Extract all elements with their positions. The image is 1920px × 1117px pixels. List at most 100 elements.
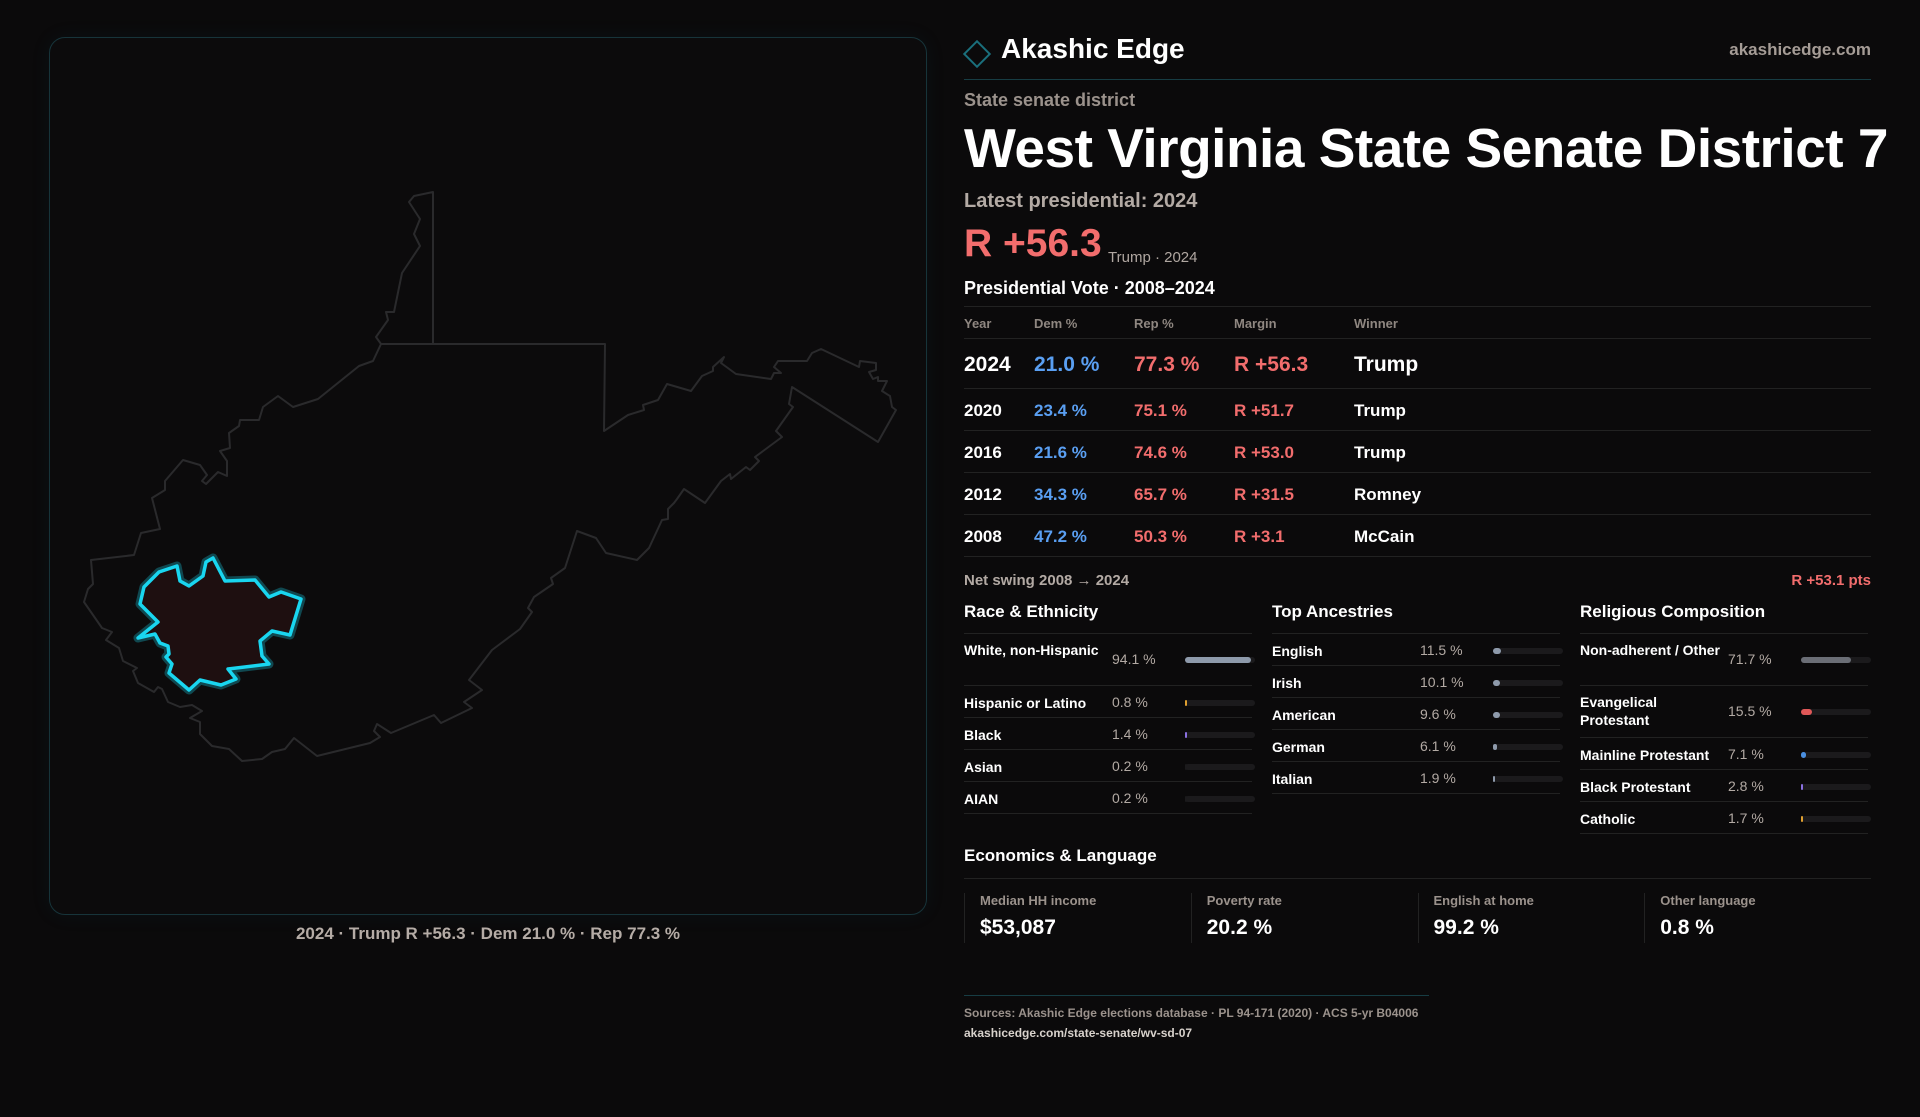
share-bar (1801, 784, 1871, 790)
stat-row: Mainline Protestant 7.1 % (1580, 738, 1871, 770)
share-bar (1493, 744, 1563, 750)
col-margin: Margin (1234, 316, 1277, 331)
stat-label: English at home (1433, 893, 1534, 908)
row-label: Black Protestant (1580, 779, 1691, 795)
row-label: Black (964, 727, 1002, 743)
district-7-shape[interactable] (136, 556, 303, 692)
stat-row: Black 1.4 % (964, 718, 1255, 750)
row-label: Hispanic or Latino (964, 695, 1087, 711)
row-value: 1.7 % (1728, 810, 1764, 826)
share-bar-fill (1493, 680, 1501, 686)
col-dem: Dem % (1034, 316, 1078, 331)
table-row: 2020 23.4 % 75.1 % R +51.7 Trump (964, 389, 1871, 431)
header: Akashic Edge akashicedge.com (962, 30, 1871, 80)
economics-stats: Median HH income $53,087 Poverty rate 20.2… (964, 893, 1871, 943)
stat-poverty: Poverty rate 20.2 % (1190, 893, 1418, 943)
row-value: 9.6 % (1420, 706, 1456, 722)
page-url[interactable]: akashicedge.com/state-senate/wv-sd-07 (964, 1026, 1193, 1040)
row-value: 0.8 % (1112, 694, 1148, 710)
stat-row: Asian 0.2 % (964, 750, 1255, 782)
share-bar (1493, 648, 1563, 654)
year-cell: 2020 (964, 401, 1002, 420)
share-bar-fill (1493, 712, 1500, 718)
stat-value: $53,087 (980, 916, 1056, 939)
share-bar-fill (1801, 709, 1812, 715)
stat-english: English at home 99.2 % (1417, 893, 1645, 943)
stat-row: Non-adherent / Other 71.7 % (1580, 634, 1871, 686)
row-label: White, non-Hispanic (964, 642, 1099, 658)
latest-margin: R +56.3 (964, 222, 1102, 265)
dem-cell: 21.0 % (1034, 353, 1100, 376)
share-bar (1493, 712, 1563, 718)
margin-cell: R +51.7 (1234, 401, 1295, 420)
row-label: German (1272, 739, 1325, 755)
share-bar-fill (1801, 784, 1803, 790)
dem-cell: 47.2 % (1034, 527, 1087, 546)
share-bar-fill (1493, 776, 1495, 782)
winner-cell: Trump (1354, 443, 1406, 462)
net-swing: Net swing 2008 → 2024 R +53.1 pts (964, 572, 1871, 589)
table-row: 2024 21.0 % 77.3 % R +56.3 Trump (964, 339, 1871, 389)
district-type: State senate district (964, 90, 1136, 110)
stat-label: Other language (1660, 893, 1756, 908)
share-bar (1493, 680, 1563, 686)
stat-value: 20.2 % (1206, 916, 1273, 939)
row-label: Mainline Protestant (1580, 747, 1710, 763)
section-top-ancestries: Top Ancestries English 11.5 % Irish 10.1 % Am… (1272, 602, 1563, 794)
map-caption: 2024 · Trump R +56.3 · Dem 21.0 % · Rep … (295, 924, 681, 943)
row-value: 10.1 % (1420, 674, 1464, 690)
year-cell: 2024 (964, 353, 1011, 376)
state-outline (83, 191, 897, 762)
margin-cell: R +3.1 (1234, 527, 1285, 546)
row-value: 1.9 % (1420, 770, 1456, 786)
section-race-ethnicity: Race & Ethnicity White, non-Hispanic 94.1 … (964, 602, 1255, 814)
share-bar (1185, 700, 1255, 706)
stat-row: English 11.5 % (1272, 634, 1563, 666)
share-bar-fill (1801, 657, 1852, 663)
district-map[interactable] (49, 37, 1920, 1117)
row-label: Catholic (1580, 811, 1636, 827)
share-bar (1801, 709, 1871, 715)
dem-cell: 23.4 % (1034, 401, 1087, 420)
site-link[interactable]: akashicedge.com (1729, 40, 1871, 59)
share-bar-fill (1493, 744, 1498, 750)
section-title: Religious Composition (1580, 602, 1868, 634)
stat-row: White, non-Hispanic 94.1 % (964, 634, 1255, 686)
latest-label: Latest presidential: 2024 (964, 190, 1198, 212)
year-cell: 2008 (964, 527, 1002, 546)
share-bar-fill (1801, 752, 1806, 758)
col-winner: Winner (1354, 316, 1398, 331)
table-row: 2008 47.2 % 50.3 % R +3.1 McCain (964, 515, 1871, 557)
share-bar (1185, 657, 1255, 663)
share-bar-fill (1185, 764, 1187, 770)
stat-row: Italian 1.9 % (1272, 762, 1563, 794)
share-bar (1185, 764, 1255, 770)
row-label: AIAN (964, 791, 999, 807)
share-bar (1801, 657, 1871, 663)
row-value: 94.1 % (1112, 651, 1156, 667)
row-value: 7.1 % (1728, 746, 1764, 762)
table-row: 2016 21.6 % 74.6 % R +53.0 Trump (964, 431, 1871, 473)
winner-cell: Romney (1354, 485, 1422, 504)
share-bar (1185, 796, 1255, 802)
logo-diamond-icon (962, 39, 992, 69)
stat-row: Irish 10.1 % (1272, 666, 1563, 698)
year-cell: 2012 (964, 485, 1002, 504)
row-value: 6.1 % (1420, 738, 1456, 754)
map-panel[interactable] (49, 37, 927, 915)
col-year: Year (964, 316, 992, 331)
dem-cell: 34.3 % (1034, 485, 1087, 504)
rep-cell: 74.6 % (1134, 443, 1187, 462)
row-label: Evangelical Protestant (1580, 694, 1658, 728)
stat-value: 99.2 % (1433, 916, 1499, 939)
share-bar-fill (1185, 700, 1187, 706)
row-value: 0.2 % (1112, 758, 1148, 774)
row-value: 15.5 % (1728, 703, 1772, 719)
share-bar (1801, 816, 1871, 822)
rep-cell: 77.3 % (1134, 353, 1200, 376)
share-bar (1493, 776, 1563, 782)
section-religious-composition: Religious Composition Non-adherent / Othe… (1580, 602, 1871, 834)
share-bar (1185, 732, 1255, 738)
brand-name: Akashic Edge (1001, 33, 1185, 64)
stat-row: Black Protestant 2.8 % (1580, 770, 1871, 802)
